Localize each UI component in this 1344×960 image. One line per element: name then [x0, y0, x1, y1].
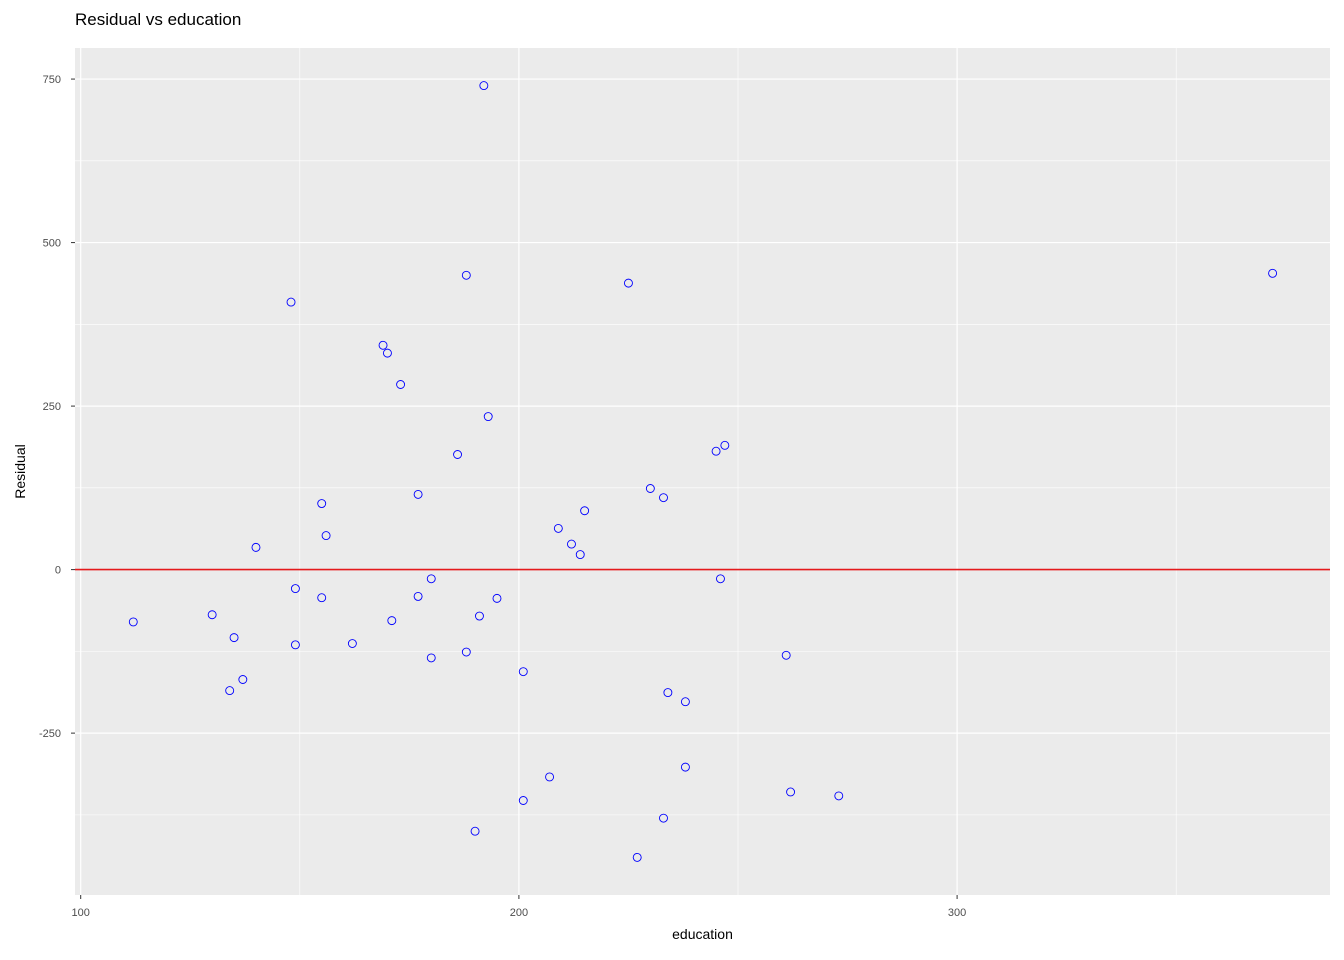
- data-points: [128, 81, 1278, 862]
- data-point: [413, 591, 423, 601]
- data-point: [567, 539, 576, 549]
- data-point: [387, 616, 397, 626]
- data-point: [286, 297, 296, 307]
- data-point: [545, 772, 555, 782]
- x-axis-title: education: [672, 926, 733, 942]
- x-tick-label: 300: [948, 907, 966, 919]
- y-tick-label: -250: [39, 728, 61, 740]
- data-point: [716, 574, 725, 584]
- y-tick-label: 250: [43, 401, 61, 413]
- data-point: [834, 791, 844, 801]
- data-point: [290, 640, 300, 650]
- plot-panel: [75, 48, 1330, 895]
- data-point: [225, 686, 235, 696]
- data-point: [475, 611, 484, 621]
- data-point: [251, 542, 261, 552]
- data-point: [781, 650, 791, 660]
- data-point: [518, 796, 528, 805]
- data-point: [518, 667, 528, 677]
- data-point: [720, 440, 730, 450]
- data-point: [553, 523, 563, 533]
- data-point: [680, 762, 690, 772]
- y-tick-label: 750: [43, 74, 61, 86]
- data-point: [317, 593, 327, 603]
- data-point: [382, 348, 392, 358]
- data-point: [659, 493, 668, 503]
- data-point: [453, 450, 462, 459]
- data-point: [479, 81, 489, 91]
- data-point: [229, 633, 239, 643]
- data-point: [680, 697, 690, 707]
- data-point: [461, 647, 471, 657]
- data-point: [632, 852, 642, 862]
- data-point: [426, 653, 436, 663]
- data-point: [575, 550, 585, 560]
- data-point: [711, 446, 721, 456]
- data-point: [347, 639, 357, 648]
- data-point: [426, 574, 436, 584]
- data-point: [290, 584, 300, 594]
- data-point: [623, 278, 633, 288]
- data-point: [128, 617, 138, 627]
- data-point: [207, 610, 217, 620]
- data-point: [378, 340, 388, 350]
- data-point: [483, 412, 493, 422]
- data-point: [786, 787, 796, 797]
- data-point: [413, 489, 423, 499]
- y-axis-title: Residual: [12, 444, 28, 498]
- data-point: [492, 593, 502, 603]
- data-point: [238, 675, 248, 684]
- data-point: [470, 826, 480, 836]
- y-tick-label: 0: [55, 565, 61, 577]
- data-point: [1268, 268, 1278, 278]
- chart-title: Residual vs education: [75, 10, 242, 29]
- x-tick-label: 100: [72, 907, 90, 919]
- y-tick-label: 500: [43, 238, 61, 250]
- data-point: [321, 531, 331, 541]
- data-point: [396, 380, 406, 389]
- data-point: [645, 484, 655, 493]
- data-point: [659, 813, 668, 823]
- data-point: [663, 688, 673, 698]
- data-point: [461, 270, 471, 280]
- data-point: [580, 506, 590, 516]
- x-tick-label: 200: [510, 907, 528, 919]
- axis-ticks: 100 200 300 -250 0 250 500 750: [39, 74, 966, 919]
- data-point: [317, 499, 327, 508]
